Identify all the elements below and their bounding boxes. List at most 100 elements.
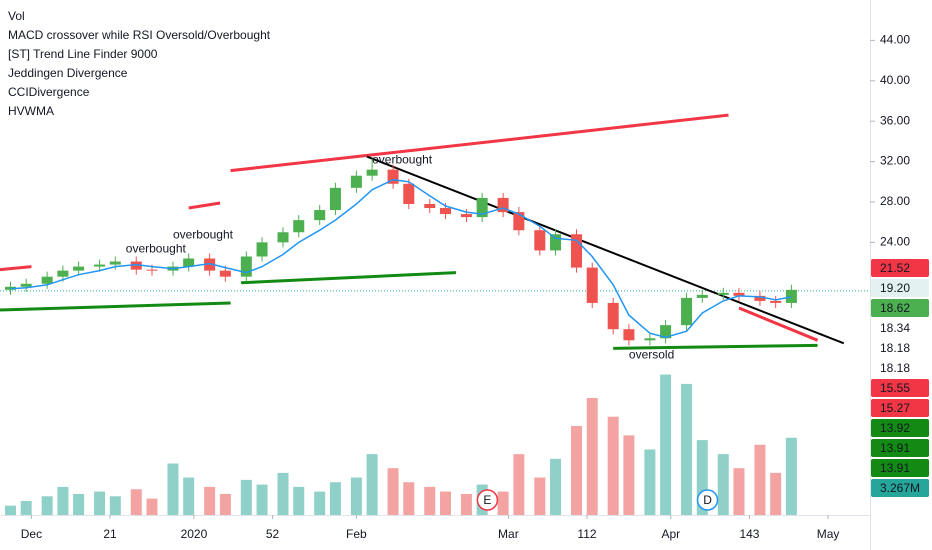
x-tick-label: 112 <box>577 527 596 541</box>
candle-body <box>534 230 546 251</box>
legend-item: HVWMA <box>8 104 54 118</box>
candle-body <box>460 214 472 218</box>
moving-average <box>10 178 792 339</box>
y-tick-label: 28.00 <box>880 194 910 208</box>
annotation: overbought <box>173 227 234 241</box>
candle-body <box>513 212 525 231</box>
candle-body <box>696 294 708 298</box>
price-tag <box>871 439 929 457</box>
volume-bar <box>623 435 635 515</box>
trend-line <box>366 155 845 345</box>
candle-body <box>733 292 745 296</box>
candle-body <box>660 325 672 339</box>
trend-line <box>0 265 32 272</box>
volume-bar <box>146 498 158 515</box>
x-tick-label: Mar <box>498 527 519 541</box>
legend-item: Jeddingen Divergence <box>8 66 128 80</box>
volume-bar <box>4 505 16 515</box>
candle-body <box>314 210 326 221</box>
price-tag <box>871 379 929 397</box>
price-tag-label: 15.55 <box>880 381 910 395</box>
price-tag-label: 18.34 <box>880 321 910 335</box>
candle-body <box>623 329 635 341</box>
trend-line <box>613 343 818 350</box>
x-tick-label: May <box>817 527 840 541</box>
y-tick-label: 36.00 <box>880 113 910 127</box>
volume-bar <box>403 482 415 515</box>
volume-bar <box>329 482 341 515</box>
legend-item: MACD crossover while RSI Oversold/Overbo… <box>8 28 271 42</box>
volume-bar <box>770 472 782 515</box>
candle-body <box>785 289 797 303</box>
volume-bar <box>314 491 326 515</box>
candle-body <box>770 300 782 303</box>
trend-line <box>738 306 819 342</box>
price-tag-label: 18.18 <box>880 361 910 375</box>
volume-bar <box>534 477 546 515</box>
legend-item: [ST] Trend Line Finder 9000 <box>8 47 158 61</box>
x-tick-label: Feb <box>346 527 367 541</box>
event-marker <box>696 489 719 511</box>
annotation: overbought <box>126 242 187 256</box>
price-tag-label: 13.91 <box>880 461 910 475</box>
volume-bar <box>293 486 305 515</box>
y-tick-label: 44.00 <box>880 33 910 47</box>
trend-line <box>230 113 729 173</box>
x-tick-label: Dec <box>21 527 42 541</box>
candle-body <box>366 169 378 176</box>
candle-body <box>20 283 32 287</box>
volume-bar <box>219 493 231 515</box>
volume-bar <box>350 477 362 515</box>
candle-body <box>293 220 305 233</box>
y-tick-label: 24.00 <box>880 235 910 249</box>
volume-bar <box>717 454 729 515</box>
candle-body <box>130 261 142 270</box>
candle-body <box>476 197 488 218</box>
legend-item: Vol <box>8 9 25 23</box>
candle-body <box>219 270 231 277</box>
x-tick-label: 2020 <box>181 527 208 541</box>
price-tag <box>871 419 929 437</box>
x-tick-label: 21 <box>103 527 117 541</box>
event-label: E <box>483 493 491 507</box>
volume-bar <box>785 437 797 515</box>
volume-bar <box>497 491 509 515</box>
price-tag-label: 21.52 <box>880 261 910 275</box>
candle-body <box>109 261 121 265</box>
volume-bar <box>424 486 436 515</box>
candle-body <box>183 258 195 267</box>
volume-bar <box>167 463 179 515</box>
volume-bar <box>256 484 268 515</box>
price-tag <box>871 299 929 317</box>
price-tag <box>871 279 929 297</box>
price-tag <box>871 259 929 277</box>
price-tag <box>871 319 929 337</box>
volume-bar <box>41 496 53 515</box>
x-tick-label: 52 <box>266 527 280 541</box>
volume-bar <box>571 426 583 515</box>
price-tag-label: 13.92 <box>880 421 910 435</box>
x-tick-label: 143 <box>739 527 759 541</box>
trend-line <box>0 301 231 312</box>
y-tick-label: 32.00 <box>880 154 910 168</box>
candle-body <box>277 232 289 243</box>
volume-bar <box>130 489 142 515</box>
price-tag-label: 19.20 <box>880 281 910 295</box>
price-tag <box>871 399 929 417</box>
volume-bar <box>660 374 672 515</box>
candle-body <box>550 234 562 251</box>
trend-line <box>188 201 221 210</box>
event-marker <box>476 489 499 511</box>
price-tag <box>871 339 929 357</box>
volume-bar <box>73 493 85 515</box>
volume-bar <box>204 486 216 515</box>
candle-body <box>424 203 436 209</box>
y-tick-label: 40.00 <box>880 73 910 87</box>
volume-bar <box>644 449 656 515</box>
volume-bar <box>240 479 252 515</box>
volume-bar <box>277 472 289 515</box>
annotation: oversold <box>629 348 674 362</box>
volume-bar <box>754 444 766 515</box>
